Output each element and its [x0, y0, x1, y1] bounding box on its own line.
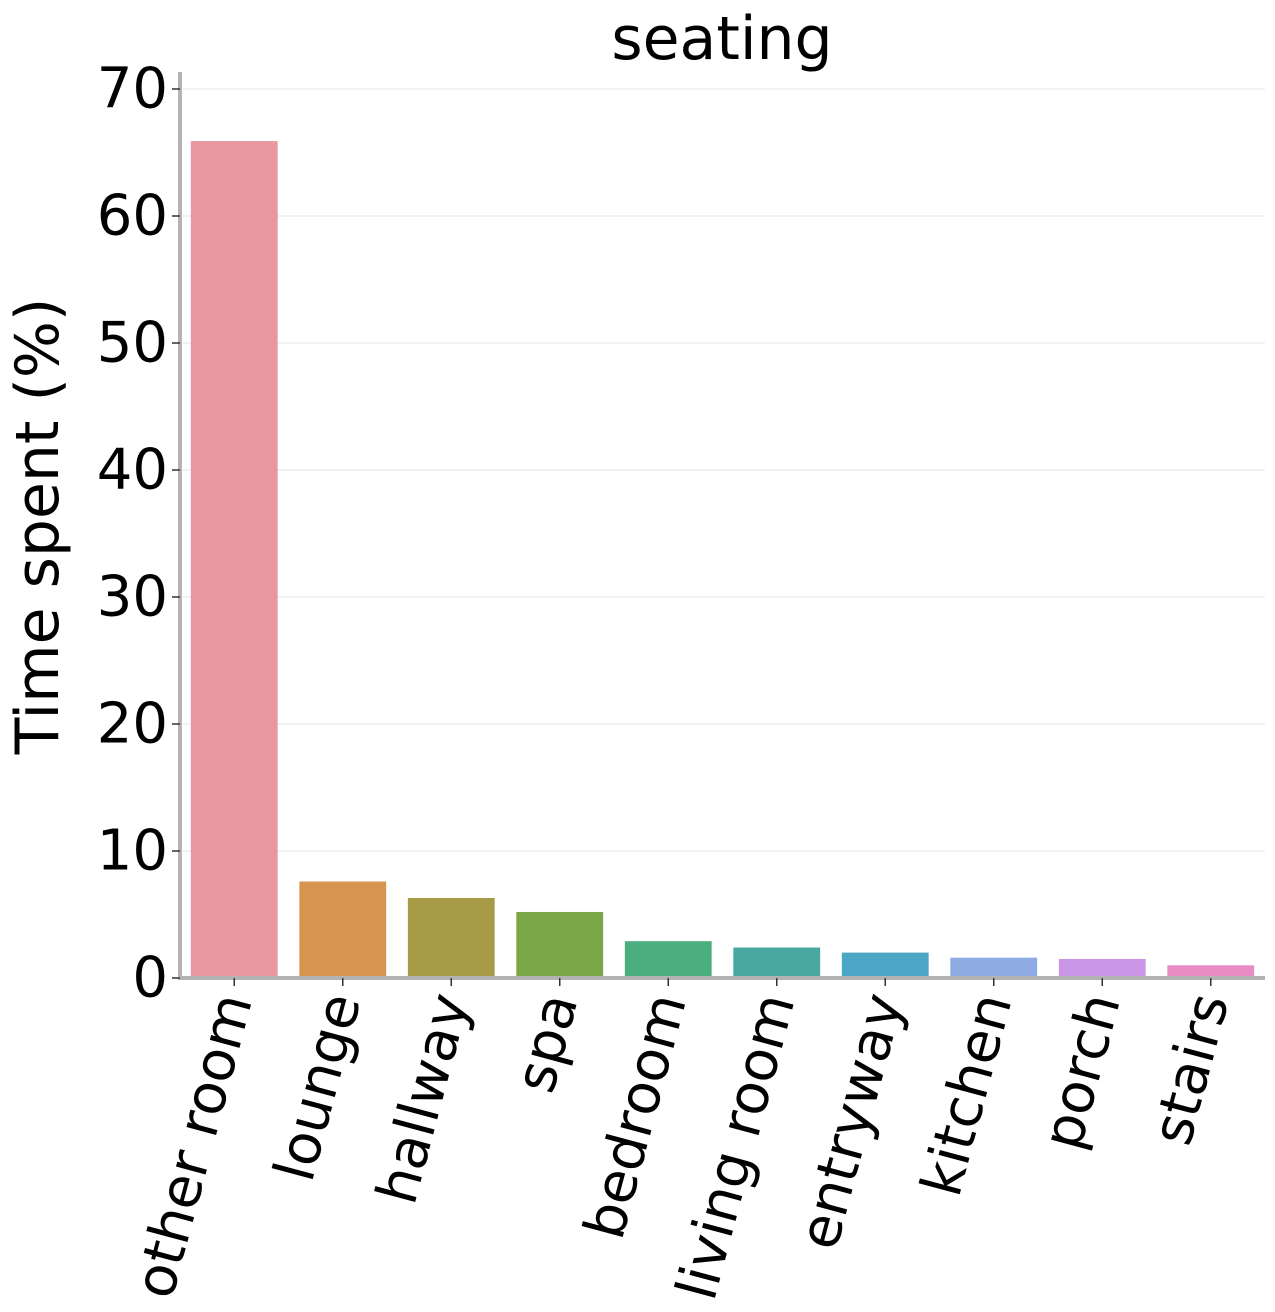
y-ticks: 0 10 20 30 40 50 60 70 [97, 57, 180, 1011]
x-tick-label: other room [122, 987, 266, 1305]
x-tick-label: entryway [786, 987, 916, 1256]
x-tick-label: bedroom [572, 987, 700, 1246]
bar-lounge [299, 881, 387, 978]
bar-hallway [407, 897, 495, 978]
bar-living-room [733, 947, 821, 978]
y-tick-label: 40 [97, 438, 168, 503]
x-tick-label: hallway [365, 987, 483, 1211]
bar-bedroom [624, 941, 712, 978]
x-tick-label: kitchen [909, 987, 1025, 1203]
bar-kitchen [950, 957, 1038, 978]
y-tick-label: 70 [97, 57, 168, 122]
gridlines [180, 88, 1265, 852]
bar-other-room [190, 141, 278, 978]
y-tick-label: 50 [97, 311, 168, 376]
y-tick-label: 60 [97, 184, 168, 249]
y-tick-label: 20 [97, 692, 168, 757]
y-tick-label: 0 [132, 946, 168, 1011]
x-tick-label: lounge [262, 987, 374, 1188]
bars [190, 141, 1255, 978]
x-tick-label: stairs [1140, 987, 1242, 1152]
x-tick-label: spa [503, 987, 591, 1099]
axes [178, 72, 1265, 980]
bar-entryway [841, 952, 929, 978]
bar-stairs [1167, 965, 1255, 978]
y-axis-label: Time spent (%) [3, 298, 73, 756]
y-tick-label: 10 [97, 819, 168, 884]
bar-porch [1058, 958, 1146, 978]
chart-title: seating [611, 4, 832, 74]
x-tick-label: porch [1030, 987, 1134, 1156]
y-tick-label: 30 [97, 565, 168, 630]
bar-spa [516, 911, 604, 978]
